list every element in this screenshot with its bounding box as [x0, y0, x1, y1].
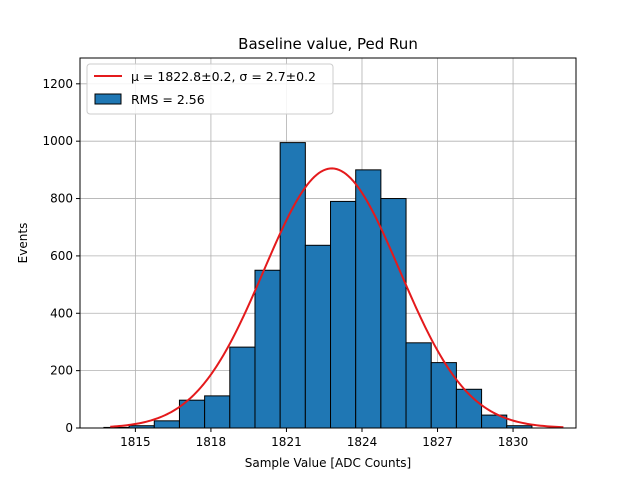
legend-box — [86, 63, 334, 115]
histogram-bar — [455, 388, 483, 429]
legend-rms-label: RMS = 2.56 — [131, 92, 205, 107]
legend-rms-swatch — [94, 93, 122, 105]
x-tick-label: 1824 — [347, 435, 378, 449]
chart-title: Baseline value, Ped Run — [238, 35, 418, 53]
x-tick-label: 1827 — [422, 435, 453, 449]
legend: μ = 1822.8±0.2, σ = 2.7±0.2 RMS = 2.56 — [86, 63, 334, 115]
y-tick-label: 600 — [50, 249, 73, 263]
y-tick-label: 800 — [50, 192, 73, 206]
y-tick-label: 1200 — [42, 77, 73, 91]
y-tick-label: 200 — [50, 364, 73, 378]
histogram-bar — [330, 200, 357, 429]
y-tick-label: 1000 — [42, 134, 73, 148]
legend-fit-label: μ = 1822.8±0.2, σ = 2.7±0.2 — [131, 69, 316, 84]
histogram-bar — [229, 346, 256, 429]
legend-fit-mu: μ = 1822.8±0.2, — [131, 69, 239, 84]
gaussian-fit-curve — [110, 167, 564, 429]
y-axis-ticks: 0 200 400 600 800 1000 1200 — [42, 77, 80, 435]
x-tick-label: 1818 — [196, 435, 227, 449]
histogram-bar — [380, 198, 407, 429]
x-tick-label: 1815 — [120, 435, 151, 449]
x-axis-ticks: 1815 1818 1821 1824 1827 1830 — [120, 428, 528, 449]
plot-frame — [79, 57, 577, 429]
y-tick-label: 0 — [65, 421, 73, 435]
x-axis-label: Sample Value [ADC Counts] — [245, 456, 411, 470]
y-tick-label: 400 — [50, 306, 73, 320]
y-axis-label: Events — [16, 223, 30, 264]
histogram-bar — [355, 169, 382, 429]
x-tick-label: 1830 — [498, 435, 529, 449]
histogram-bar — [405, 342, 432, 429]
histogram-bar — [304, 244, 332, 429]
histogram-bar — [279, 142, 306, 429]
x-tick-label: 1821 — [271, 435, 302, 449]
histogram-bar — [254, 269, 281, 429]
legend-fit-sigma: σ = 2.7±0.2 — [239, 69, 316, 84]
histogram-bar — [153, 420, 180, 429]
histogram-bars — [103, 142, 533, 429]
histogram-bar — [430, 362, 457, 429]
histogram-bar — [204, 395, 231, 429]
